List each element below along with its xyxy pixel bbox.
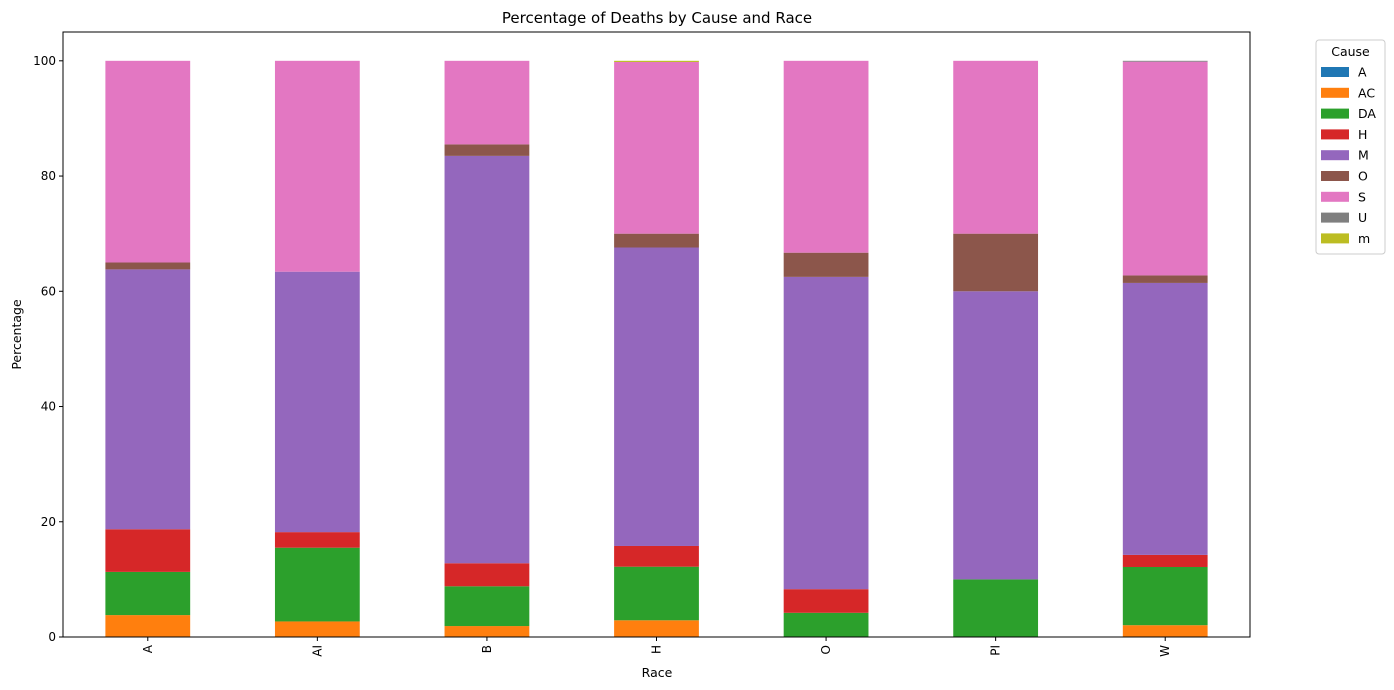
bar-segment-b-da xyxy=(444,586,530,627)
bar-segment-b-s xyxy=(444,60,530,145)
bar-segment-a-h xyxy=(105,529,191,572)
y-axis-label: Percentage xyxy=(9,299,24,370)
bar-segment-a-m xyxy=(105,269,191,530)
bar-segment-a-da xyxy=(105,571,191,616)
bar-segment-w-da xyxy=(1122,566,1208,626)
x-tick-label: B xyxy=(480,645,494,653)
bar-segment-b-m xyxy=(444,155,530,564)
x-axis-label: Race xyxy=(642,665,673,680)
x-tick-label: O xyxy=(819,645,833,654)
x-axis: A AI B H O PI W xyxy=(141,637,1172,657)
legend-label-u: U xyxy=(1358,210,1367,225)
bar-segment-ai-m xyxy=(274,271,360,533)
bar-segment-ai-da xyxy=(274,547,360,622)
legend-label-a: A xyxy=(1358,65,1367,80)
y-tick-label: 0 xyxy=(48,630,56,644)
bar-segment-pi-da xyxy=(953,579,1039,637)
y-tick-label: 20 xyxy=(41,515,56,529)
x-tick-label: H xyxy=(650,645,664,654)
legend-swatch-a xyxy=(1321,67,1349,77)
x-tick-label: W xyxy=(1158,645,1172,657)
legend-swatch-o xyxy=(1321,171,1349,181)
y-axis: 0 20 40 60 80 100 xyxy=(33,54,63,644)
bar-segment-h-s xyxy=(614,61,699,234)
bar-segment-o-s xyxy=(783,60,869,253)
bar-segment-w-s xyxy=(1122,61,1208,276)
legend-label-ac: AC xyxy=(1358,85,1375,100)
bar-segment-o-h xyxy=(783,589,869,613)
legend-label-m: m xyxy=(1358,231,1370,246)
bar-segment-h-h xyxy=(614,545,699,567)
legend-swatch-u xyxy=(1321,212,1349,223)
legend-label-s: S xyxy=(1358,189,1366,204)
bar-segment-pi-s xyxy=(953,60,1039,234)
bar-segment-a-o xyxy=(105,262,191,270)
bar-segment-o-o xyxy=(783,252,869,277)
legend-swatch-m xyxy=(1321,150,1349,161)
legend-swatch-da xyxy=(1321,108,1349,119)
bar-segment-w-h xyxy=(1122,554,1208,567)
x-tick-label: A xyxy=(141,644,155,653)
legend-label-m: M xyxy=(1358,148,1369,163)
bar-segment-pi-o xyxy=(953,233,1039,292)
legend-label-o: O xyxy=(1358,169,1368,184)
y-tick-label: 80 xyxy=(41,169,56,183)
bar-segment-h-m xyxy=(614,247,699,546)
legend-swatch-h xyxy=(1321,129,1349,140)
y-tick-label: 100 xyxy=(33,54,56,68)
y-tick-label: 60 xyxy=(41,284,56,298)
bar-segment-o-m xyxy=(783,276,869,590)
bars-layer xyxy=(105,60,1208,638)
bar-segment-w-o xyxy=(1122,275,1208,283)
bar-segment-ai-s xyxy=(274,60,360,272)
legend-label-h: H xyxy=(1358,127,1367,142)
bar-segment-ai-ac xyxy=(274,621,360,637)
bar-segment-h-da xyxy=(614,566,699,621)
bar-segment-b-ac xyxy=(444,626,530,637)
legend-swatch-ac xyxy=(1321,87,1349,98)
bar-segment-h-m xyxy=(614,60,699,62)
x-tick-label: PI xyxy=(989,645,1003,656)
bar-segment-a-s xyxy=(105,60,191,263)
bar-segment-a-ac xyxy=(105,615,191,637)
legend-swatch-s xyxy=(1321,191,1349,202)
bar-segment-pi-m xyxy=(953,291,1039,580)
y-tick-label: 40 xyxy=(41,400,56,414)
legend-title: Cause xyxy=(1331,44,1370,59)
bar-segment-h-ac xyxy=(614,620,699,637)
bar-segment-w-m xyxy=(1122,282,1208,555)
bar-segment-b-h xyxy=(444,563,530,587)
legend-swatch-m xyxy=(1321,233,1349,244)
bar-segment-w-u xyxy=(1122,60,1208,62)
legend-label-da: DA xyxy=(1358,106,1376,121)
chart-title: Percentage of Deaths by Cause and Race xyxy=(502,9,812,27)
plot-frame xyxy=(62,31,1251,638)
bar-segment-h-o xyxy=(614,233,699,248)
bar-segment-ai-h xyxy=(274,532,360,548)
bar-segment-w-ac xyxy=(1122,625,1208,637)
bar-segment-b-o xyxy=(444,144,530,156)
x-tick-label: AI xyxy=(310,645,324,657)
bar-segment-o-da xyxy=(783,612,869,637)
